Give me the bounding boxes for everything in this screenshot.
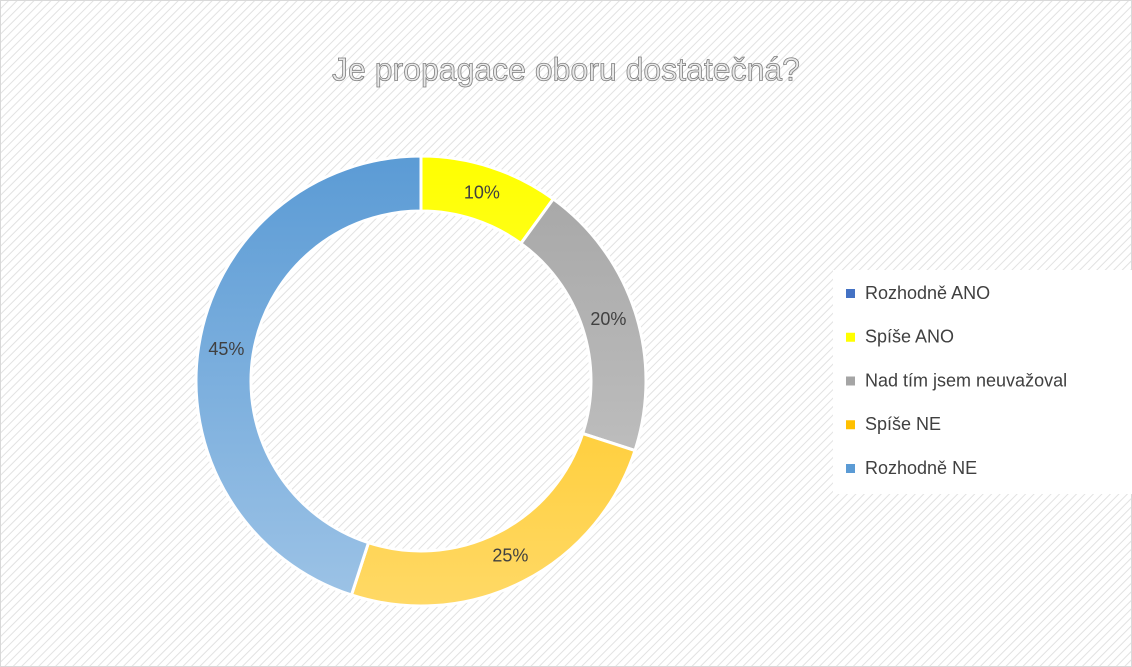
legend-label: Spíše NE: [865, 414, 941, 434]
donut-slice: [194, 154, 423, 597]
chart-title: Je propagace oboru dostatečná?: [332, 51, 800, 87]
legend-label: Rozhodně NE: [865, 458, 977, 478]
data-label: 10%: [464, 182, 500, 202]
legend-swatch: [846, 376, 855, 386]
legend-label: Nad tím jsem neuvažoval: [865, 370, 1067, 390]
legend-box: [833, 270, 1132, 494]
legend-swatch: [846, 464, 855, 473]
data-label: 45%: [208, 339, 244, 359]
legend-swatch: [846, 420, 855, 430]
legend-swatch: [846, 332, 855, 342]
legend-swatch: [846, 289, 855, 298]
data-label: 25%: [492, 545, 528, 565]
legend-label: Spíše ANO: [865, 327, 954, 347]
legend-label: Rozhodně ANO: [865, 283, 990, 303]
data-label: 20%: [590, 309, 626, 329]
